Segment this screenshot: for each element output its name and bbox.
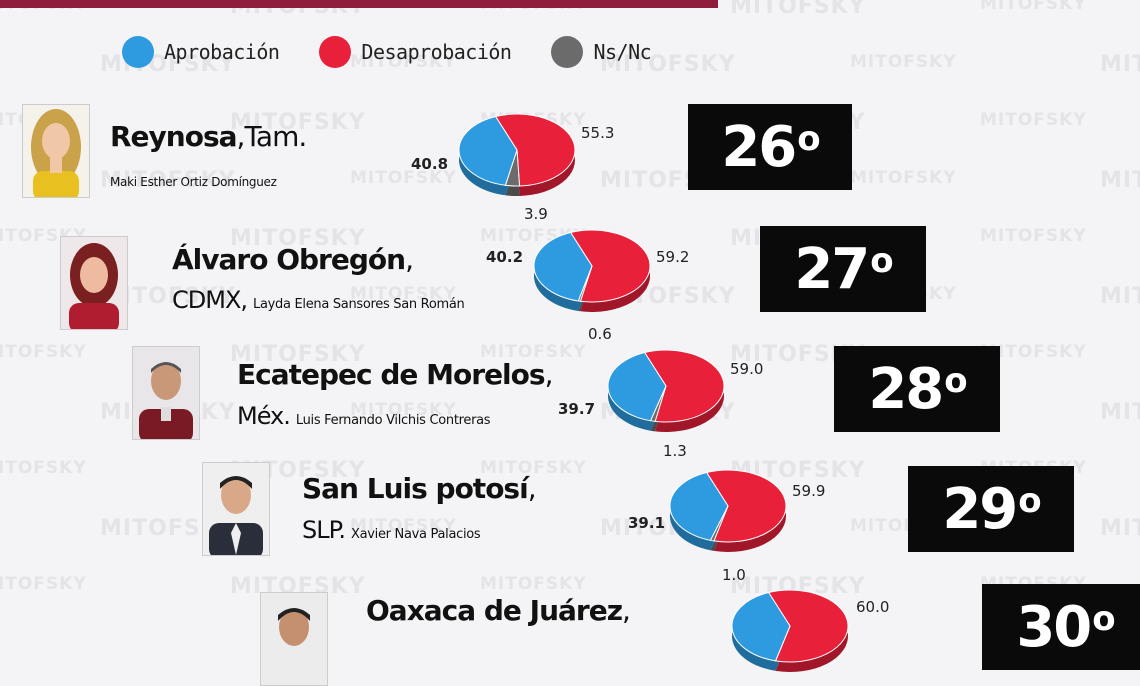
- mayor-name: Luis Fernando Vilchis Contreras: [295, 413, 491, 428]
- pie-slice-approval: [533, 231, 593, 302]
- city-name: San Luis potosí: [302, 472, 529, 505]
- city-state: CDMX,: [172, 286, 248, 314]
- pie-slice-approval: [607, 351, 667, 422]
- watermark-text: MITOFSKY: [1100, 516, 1140, 541]
- rank-number: 30: [1016, 594, 1092, 660]
- watermark-text: MITOFSKY: [980, 110, 1087, 130]
- watermark-text: MITOFSKY: [1100, 400, 1140, 425]
- mayor-line: Maki Esther Ortiz Domínguez: [110, 164, 277, 192]
- disapproval-value: 59.2: [656, 248, 690, 266]
- rank-box: 26 o: [688, 104, 852, 190]
- legend-item-disapproval: Desaprobación: [319, 36, 512, 68]
- legend-swatch-approval: [122, 36, 154, 68]
- city-title: San Luis potosí,: [302, 472, 537, 505]
- rank-box: 28 o: [834, 346, 1000, 432]
- city-name: Álvaro Obregón: [172, 243, 406, 276]
- pie-chart-alvaro-obregon: [533, 229, 651, 312]
- mayor-photo: [132, 346, 200, 440]
- mayor-line: CDMX, Layda Elena Sansores San Román: [172, 286, 465, 314]
- city-region: ,: [527, 472, 537, 505]
- mayor-line: Méx. Luis Fernando Vilchis Contreras: [237, 402, 491, 430]
- legend: Aprobación Desaprobación Ns/Nc: [122, 36, 691, 68]
- watermark-text: MITOFSKY: [1100, 52, 1140, 77]
- mayor-name: Xavier Nava Palacios: [350, 527, 481, 542]
- rank-number: 27: [794, 236, 870, 302]
- nsnc-value: 3.9: [524, 205, 548, 223]
- header-bar: [0, 0, 718, 8]
- pie-slice-disapproval: [643, 349, 725, 423]
- pie-slice-disapproval: [569, 229, 651, 303]
- city-name: Ecatepec de Morelos: [237, 358, 546, 391]
- nsnc-value: 0.6: [588, 325, 612, 343]
- mayor-photo: [202, 462, 270, 556]
- city-region: ,: [544, 358, 554, 391]
- rank-box: 30 o: [982, 584, 1140, 670]
- rank-suffix: o: [944, 361, 967, 401]
- rank-number: 26: [721, 114, 797, 180]
- pie-slice-approval: [669, 471, 729, 541]
- approval-value: 40.8: [411, 155, 449, 173]
- watermark-text: MITOFSKY: [980, 226, 1087, 246]
- city-state: Méx.: [237, 402, 291, 430]
- watermark-text: MITOFSKY: [980, 0, 1087, 14]
- approval-value: 39.1: [628, 514, 666, 532]
- city-region: ,Tam.: [236, 120, 308, 153]
- pie-chart-san-luis-potosi: [669, 469, 787, 552]
- disapproval-value: 60.0: [856, 598, 890, 616]
- rank-suffix: o: [870, 241, 893, 281]
- rank-number: 29: [942, 476, 1018, 542]
- watermark-text: MITOFSKY: [0, 574, 87, 594]
- legend-label-nsnc: Ns/Nc: [593, 40, 652, 64]
- pie-chart-ecatepec: [607, 349, 725, 432]
- city-name: Oaxaca de Juárez: [366, 594, 623, 627]
- pie-slice-disapproval: [705, 469, 787, 543]
- approval-value: 40.2: [486, 248, 524, 266]
- legend-item-approval: Aprobación: [122, 36, 280, 68]
- nsnc-value: 1.3: [663, 442, 687, 460]
- city-name: Reynosa: [110, 120, 238, 153]
- mayor-photo: [22, 104, 90, 198]
- watermark-text: MITOFSKY: [480, 574, 587, 594]
- city-title: Álvaro Obregón,: [172, 243, 414, 276]
- pie-slice-approval: [458, 115, 518, 186]
- city-state: SLP.: [302, 516, 346, 544]
- disapproval-value: 59.9: [792, 482, 826, 500]
- legend-label-approval: Aprobación: [164, 40, 280, 64]
- watermark-text: MITOFSKY: [0, 458, 87, 478]
- approval-value: 39.7: [558, 400, 596, 418]
- rank-number: 28: [868, 356, 944, 422]
- disapproval-value: 59.0: [730, 360, 764, 378]
- watermark-text: MITOFSKY: [850, 52, 957, 72]
- watermark-text: MITOFSKY: [850, 168, 957, 188]
- city-title: Oaxaca de Juárez,: [366, 594, 631, 627]
- pie-chart-reynosa: [458, 113, 576, 196]
- mayor-line: SLP. Xavier Nava Palacios: [302, 516, 481, 544]
- legend-swatch-nsnc: [551, 36, 584, 68]
- city-region: ,: [405, 243, 414, 276]
- city-title: Reynosa,Tam.: [110, 120, 308, 153]
- city-title: Ecatepec de Morelos,: [237, 358, 554, 391]
- pie-slice-disapproval: [494, 113, 576, 187]
- legend-label-disapproval: Desaprobación: [361, 40, 512, 64]
- mayor-photo: [260, 592, 328, 686]
- city-region: ,: [622, 594, 631, 627]
- rank-suffix: o: [1092, 599, 1115, 639]
- watermark-text: MITOFSKY: [1100, 284, 1140, 309]
- disapproval-value: 55.3: [581, 124, 615, 142]
- rank-suffix: o: [797, 119, 820, 159]
- rank-box: 29 o: [908, 466, 1074, 552]
- watermark-text: MITOFSKY: [0, 342, 87, 362]
- pie-chart-oaxaca: [731, 589, 849, 672]
- mayor-name: Maki Esther Ortiz Domínguez: [110, 175, 277, 189]
- rank-box: 27 o: [760, 226, 926, 312]
- legend-item-nsnc: Ns/Nc: [551, 36, 652, 68]
- watermark-text: MITOFSKY: [730, 0, 866, 19]
- mayor-name: Layda Elena Sansores San Román: [253, 297, 465, 312]
- watermark-text: MITOFSKY: [1100, 168, 1140, 193]
- mayor-photo: [60, 236, 128, 330]
- nsnc-value: 1.0: [722, 566, 746, 584]
- rank-suffix: o: [1018, 481, 1041, 521]
- legend-swatch-disapproval: [319, 36, 352, 68]
